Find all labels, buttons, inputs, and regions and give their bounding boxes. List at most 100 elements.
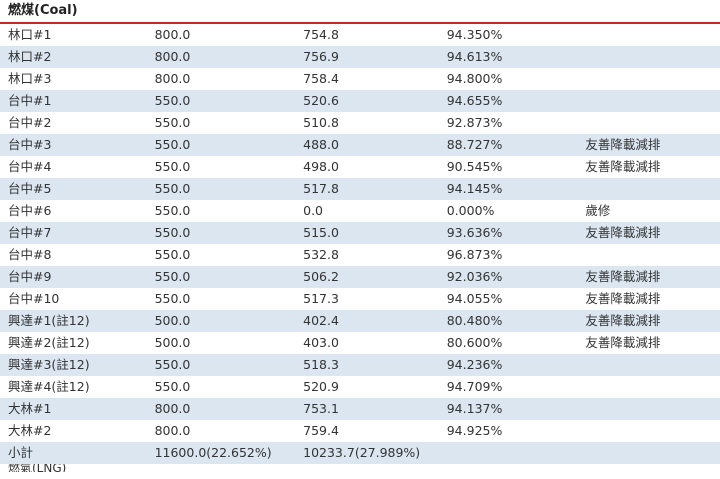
table-row: 興達#1(註12) 500.0 402.4 80.480% 友善降載減排: [0, 310, 720, 332]
capacity-cell: 550.0: [154, 379, 191, 394]
net-output-cell: 756.9: [303, 49, 339, 64]
table-row: 台中#6 550.0 0.0 0.000% 歲修: [0, 200, 720, 222]
note-cell: 友善降載減排: [585, 159, 661, 174]
unit-name-cell: 興達#4(註12): [8, 379, 90, 394]
unit-name-cell: 台中#2: [8, 115, 52, 130]
unit-name-cell: 林口#2: [8, 49, 52, 64]
note-cell: [577, 178, 720, 200]
capacity-cell: 550.0: [154, 269, 191, 284]
capacity-cell: 550.0: [154, 203, 191, 218]
net-output-cell: 506.2: [303, 269, 339, 284]
net-output-cell: 498.0: [303, 159, 339, 174]
table-row: 興達#2(註12) 500.0 403.0 80.600% 友善降載減排: [0, 332, 720, 354]
net-output-cell: 753.1: [303, 401, 339, 416]
ratio-cell: 90.545%: [446, 159, 503, 174]
next-section-header: 燃氣(LNG): [8, 464, 67, 472]
note-cell: [577, 442, 720, 464]
unit-name-cell: 台中#8: [8, 247, 52, 262]
ratio-cell: 92.873%: [446, 115, 503, 130]
ratio-cell: 94.055%: [446, 291, 503, 306]
net-output-cell: 402.4: [303, 313, 339, 328]
capacity-cell: 800.0: [154, 71, 191, 86]
unit-name-cell: 台中#3: [8, 137, 52, 152]
ratio-cell: 88.727%: [446, 137, 503, 152]
note-cell: [577, 244, 720, 266]
note-cell: 友善降載減排: [585, 335, 661, 350]
table-row: 大林#2 800.0 759.4 94.925%: [0, 420, 720, 442]
capacity-cell: 11600.0(22.652%): [154, 445, 272, 460]
note-cell: 友善降載減排: [585, 225, 661, 240]
ratio-cell: 80.480%: [446, 313, 503, 328]
note-cell: [577, 354, 720, 376]
ratio-cell: 94.236%: [446, 357, 503, 372]
net-output-cell: 0.0: [303, 203, 324, 218]
ratio-cell: 94.350%: [446, 27, 503, 42]
net-output-cell: 532.8: [303, 247, 339, 262]
capacity-cell: 550.0: [154, 225, 191, 240]
net-output-cell: 754.8: [303, 27, 339, 42]
ratio-cell: 94.613%: [446, 49, 503, 64]
table-row: 台中#1 550.0 520.6 94.655%: [0, 90, 720, 112]
table-row: 台中#10 550.0 517.3 94.055% 友善降載減排: [0, 288, 720, 310]
capacity-cell: 550.0: [154, 115, 191, 130]
net-output-cell: 403.0: [303, 335, 339, 350]
unit-name-cell: 興達#1(註12): [8, 313, 90, 328]
ratio-cell: 96.873%: [446, 247, 503, 262]
note-cell: [577, 46, 720, 68]
unit-name-cell: 台中#7: [8, 225, 52, 240]
table-row: 台中#7 550.0 515.0 93.636% 友善降載減排: [0, 222, 720, 244]
note-cell: [577, 24, 720, 46]
unit-name-cell: 台中#4: [8, 159, 52, 174]
ratio-cell: 94.709%: [446, 379, 503, 394]
note-cell: 友善降載減排: [585, 269, 661, 284]
ratio-cell: 94.925%: [446, 423, 503, 438]
net-output-cell: 518.3: [303, 357, 339, 372]
table-row: 台中#4 550.0 498.0 90.545% 友善降載減排: [0, 156, 720, 178]
coal-units-table: 林口#1 800.0 754.8 94.350% 林口#2 800.0 756.9 94.61…: [0, 24, 720, 464]
note-cell: [577, 398, 720, 420]
note-cell: [577, 420, 720, 442]
unit-name-cell: 大林#1: [8, 401, 52, 416]
net-output-cell: 488.0: [303, 137, 339, 152]
net-output-cell: 758.4: [303, 71, 339, 86]
capacity-cell: 800.0: [154, 49, 191, 64]
capacity-cell: 550.0: [154, 291, 191, 306]
ratio-cell: 94.800%: [446, 71, 503, 86]
ratio-cell: 92.036%: [446, 269, 503, 284]
table-row: 興達#4(註12) 550.0 520.9 94.709%: [0, 376, 720, 398]
note-cell: 友善降載減排: [585, 291, 661, 306]
capacity-cell: 800.0: [154, 423, 191, 438]
unit-name-cell: 台中#1: [8, 93, 52, 108]
ratio-cell: 93.636%: [446, 225, 503, 240]
table-row: 林口#1 800.0 754.8 94.350%: [0, 24, 720, 46]
table-row: 林口#3 800.0 758.4 94.800%: [0, 68, 720, 90]
net-output-cell: 517.3: [303, 291, 339, 306]
note-cell: [577, 376, 720, 398]
unit-name-cell: 林口#1: [8, 27, 52, 42]
capacity-cell: 500.0: [154, 335, 191, 350]
unit-name-cell: 林口#3: [8, 71, 52, 86]
table-row: 台中#5 550.0 517.8 94.145%: [0, 178, 720, 200]
section-header-coal: 燃煤(Coal): [0, 0, 720, 22]
note-cell: 友善降載減排: [585, 137, 661, 152]
unit-name-cell: 台中#10: [8, 291, 60, 306]
net-output-cell: 517.8: [303, 181, 339, 196]
ratio-cell: 94.137%: [446, 401, 503, 416]
note-cell: [577, 112, 720, 134]
capacity-cell: 550.0: [154, 247, 191, 262]
capacity-cell: 550.0: [154, 181, 191, 196]
note-cell: 友善降載減排: [585, 313, 661, 328]
capacity-cell: 500.0: [154, 313, 191, 328]
unit-name-cell: 興達#2(註12): [8, 335, 90, 350]
ratio-cell: [439, 442, 578, 464]
table-row: 台中#9 550.0 506.2 92.036% 友善降載減排: [0, 266, 720, 288]
capacity-cell: 550.0: [154, 93, 191, 108]
capacity-cell: 800.0: [154, 401, 191, 416]
capacity-cell: 550.0: [154, 357, 191, 372]
table-row: 台中#3 550.0 488.0 88.727% 友善降載減排: [0, 134, 720, 156]
ratio-cell: 94.145%: [446, 181, 503, 196]
unit-name-cell: 小計: [8, 445, 34, 460]
capacity-cell: 550.0: [154, 159, 191, 174]
net-output-cell: 515.0: [303, 225, 339, 240]
ratio-cell: 80.600%: [446, 335, 503, 350]
